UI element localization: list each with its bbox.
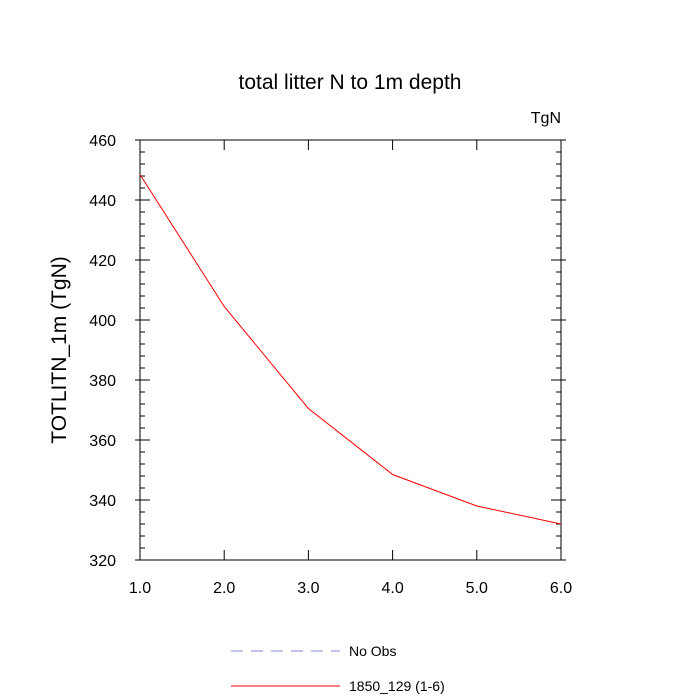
legend: No Obs 1850_129 (1-6) <box>231 643 445 694</box>
y-tick-label: 360 <box>89 433 116 450</box>
units-label: TgN <box>531 110 561 127</box>
series-line <box>139 174 562 525</box>
y-tick-label: 420 <box>89 253 116 270</box>
y-tick-label: 320 <box>89 553 116 570</box>
y-tick-label: 340 <box>89 493 116 510</box>
x-tick-label: 1.0 <box>129 580 151 597</box>
x-tick-label: 6.0 <box>550 580 572 597</box>
x-tick-label: 2.0 <box>213 580 235 597</box>
plot-area: 1.0 2.0 3.0 4.0 5.0 6.0 320 340 360 380 400 420 440 4… <box>89 133 572 597</box>
y-tick-label: 440 <box>89 193 116 210</box>
legend-label-1850-129: 1850_129 (1-6) <box>349 678 445 694</box>
x-tick-label: 3.0 <box>297 580 319 597</box>
y-tick-label: 380 <box>89 373 116 390</box>
x-tick-label: 5.0 <box>466 580 488 597</box>
plot-frame <box>139 139 562 561</box>
y-axis-label: TOTLITN_1m (TgN) <box>48 256 71 443</box>
x-tick-label: 4.0 <box>381 580 403 597</box>
legend-label-no-obs: No Obs <box>349 643 396 659</box>
y-tick-label: 460 <box>89 133 116 150</box>
y-tick-label: 400 <box>89 313 116 330</box>
chart-title: total litter N to 1m depth <box>239 71 462 94</box>
